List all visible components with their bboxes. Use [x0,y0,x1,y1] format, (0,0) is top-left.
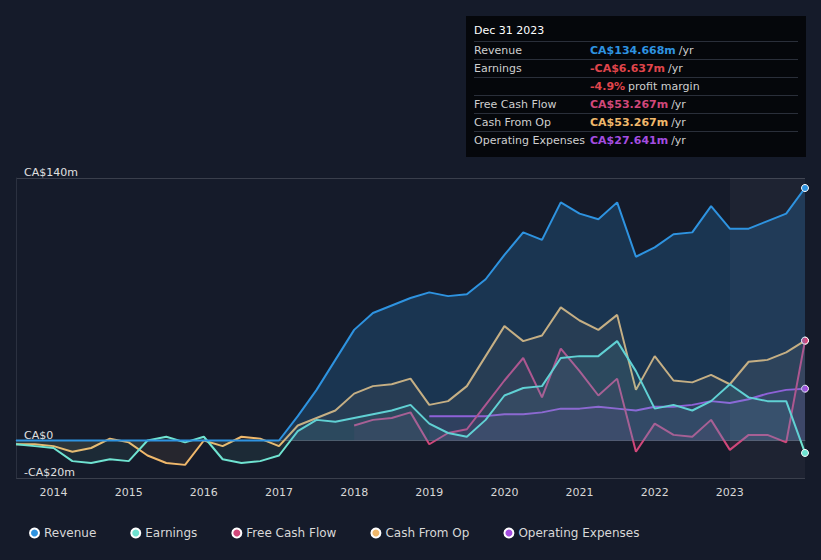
html-text:Dec 31 2023: Dec 31 2023 [474,24,545,37]
html-text:-CA$6.637m /yr: -CA$6.637m /yr [590,62,683,75]
svg-text:2019: 2019 [415,486,443,499]
svg-text:2015: 2015 [115,486,143,499]
svg-text:2023: 2023 [716,486,744,499]
html-text:CA$27.641m /yr: CA$27.641m /yr [590,134,686,147]
svg-text:2021: 2021 [566,486,594,499]
html-text:CA$53.267m /yr: CA$53.267m /yr [590,116,686,129]
html-text:CA$134.668m /yr: CA$134.668m /yr [590,44,694,57]
svg-text:Earnings: Earnings [145,526,197,540]
svg-text:2018: 2018 [340,486,368,499]
html-text:Revenue: Revenue [474,44,522,57]
svg-text:2022: 2022 [641,486,669,499]
svg-text:Operating Expenses: Operating Expenses [518,526,639,540]
svg-text:Free Cash Flow: Free Cash Flow [246,526,336,540]
svg-text:CA$0: CA$0 [24,428,54,442]
html-text:-4.9% profit margin: -4.9% profit margin [590,80,700,93]
svg-text:Cash From Op: Cash From Op [385,526,469,540]
html-text:CA$53.267m /yr: CA$53.267m /yr [590,98,686,111]
html-text:Cash From Op: Cash From Op [474,116,551,129]
svg-text:2016: 2016 [190,486,218,499]
svg-text:2014: 2014 [40,486,68,499]
svg-text:2017: 2017 [265,486,293,499]
html-text:Operating Expenses: Operating Expenses [474,134,585,147]
html-text:Earnings: Earnings [474,62,522,75]
svg-text:-CA$20m: -CA$20m [24,466,75,479]
svg-text:Revenue: Revenue [44,526,96,540]
svg-text:2020: 2020 [490,486,518,499]
svg-text:CA$140m: CA$140m [24,166,78,179]
html-text:Free Cash Flow: Free Cash Flow [474,98,557,111]
